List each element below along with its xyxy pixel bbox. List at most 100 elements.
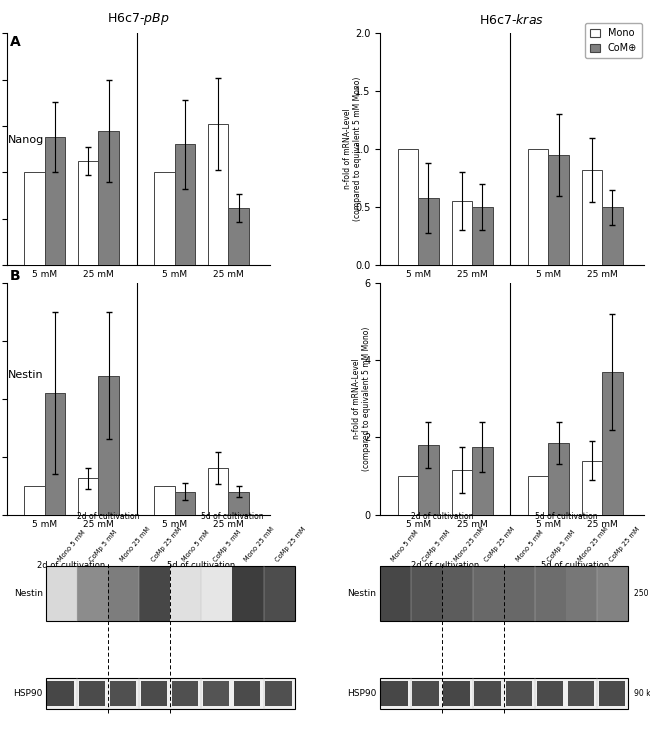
Bar — [566, 566, 597, 620]
Text: CoMp 25 mM: CoMp 25 mM — [484, 526, 516, 563]
Text: Mono 5 mM: Mono 5 mM — [181, 529, 211, 563]
Bar — [108, 678, 139, 709]
Bar — [78, 478, 98, 514]
Bar — [110, 681, 136, 706]
Bar — [473, 447, 493, 514]
Text: Mono 25 mM: Mono 25 mM — [453, 526, 485, 563]
Bar — [603, 207, 623, 265]
Legend: Mono, CoM⊕: Mono, CoM⊕ — [586, 24, 642, 58]
Bar — [110, 681, 136, 706]
Bar — [549, 443, 569, 514]
Bar — [452, 470, 473, 514]
Bar — [398, 149, 419, 265]
Bar — [46, 566, 294, 620]
Bar — [98, 375, 119, 514]
Bar — [380, 566, 629, 620]
Bar — [582, 170, 603, 265]
Bar — [141, 681, 167, 706]
Bar — [229, 492, 249, 514]
Text: 5d of cultivation: 5d of cultivation — [541, 311, 610, 320]
Bar — [263, 678, 294, 709]
Bar — [398, 476, 419, 514]
Bar — [381, 681, 408, 706]
Text: Mono 25 mM: Mono 25 mM — [577, 526, 609, 563]
Text: Mono 25 mM: Mono 25 mM — [119, 526, 151, 563]
Bar — [566, 678, 597, 709]
Bar — [234, 681, 261, 706]
Text: CoMp 5 mM: CoMp 5 mM — [422, 529, 452, 563]
Bar — [202, 566, 233, 620]
Text: Nestin: Nestin — [8, 370, 44, 381]
Text: Nanog: Nanog — [8, 135, 44, 145]
Text: 2d of cultivation: 2d of cultivation — [38, 561, 106, 570]
Bar — [442, 566, 473, 620]
Bar — [45, 137, 65, 265]
Text: CoMp 5 mM: CoMp 5 mM — [213, 529, 242, 563]
Bar — [380, 678, 411, 709]
Bar — [24, 486, 45, 514]
Text: 2d of cultivation: 2d of cultivation — [411, 561, 480, 570]
Bar — [98, 130, 119, 265]
Bar — [175, 144, 195, 265]
Bar — [265, 681, 292, 706]
Bar — [202, 678, 233, 709]
Bar — [419, 198, 439, 265]
Bar — [175, 492, 195, 514]
Bar — [47, 681, 74, 706]
Bar — [506, 681, 532, 706]
Bar — [506, 681, 532, 706]
Text: H6c7-$\it{kras}$: H6c7-$\it{kras}$ — [480, 13, 545, 27]
Text: Nestin: Nestin — [14, 589, 43, 598]
Bar — [208, 468, 229, 514]
Text: Mono 5 mM: Mono 5 mM — [57, 529, 86, 563]
Bar — [46, 678, 294, 709]
Text: 2d of cultivation: 2d of cultivation — [411, 311, 480, 320]
Bar — [535, 566, 566, 620]
Text: CoMp 25 mM: CoMp 25 mM — [608, 526, 641, 563]
Text: H6c7-$\it{pBp}$: H6c7-$\it{pBp}$ — [107, 11, 170, 27]
Bar — [46, 678, 77, 709]
Bar — [504, 566, 535, 620]
Bar — [411, 678, 442, 709]
Bar — [597, 678, 629, 709]
Bar — [265, 681, 292, 706]
Bar — [203, 681, 229, 706]
Text: 2d of cultivation: 2d of cultivation — [411, 512, 473, 520]
Bar — [233, 678, 264, 709]
Text: Mono 5 mM: Mono 5 mM — [391, 529, 420, 563]
Bar — [141, 681, 167, 706]
Bar — [79, 681, 105, 706]
Bar — [46, 678, 294, 709]
Y-axis label: n-fold of mRNA-Level
(compared to equivalent 5 mM Mono): n-fold of mRNA-Level (compared to equiva… — [343, 77, 362, 222]
Y-axis label: n-fold of mRNA-Level
(compared to equivalent 5 mM Mono): n-fold of mRNA-Level (compared to equiva… — [352, 327, 371, 471]
Text: Mono 25 mM: Mono 25 mM — [244, 526, 276, 563]
Text: A: A — [10, 35, 21, 49]
Bar — [233, 566, 264, 620]
Bar — [139, 566, 170, 620]
Bar — [46, 566, 294, 620]
Bar — [229, 208, 249, 265]
Bar — [45, 393, 65, 514]
Bar — [208, 124, 229, 265]
Bar — [603, 372, 623, 514]
Bar — [411, 566, 442, 620]
Bar — [154, 486, 175, 514]
Bar — [412, 681, 439, 706]
Bar — [442, 678, 473, 709]
Text: 90 kDa: 90 kDa — [634, 689, 650, 698]
Bar — [443, 681, 470, 706]
Bar — [599, 681, 625, 706]
Bar — [537, 681, 563, 706]
Bar — [528, 476, 549, 514]
Bar — [474, 681, 501, 706]
Text: 5d of cultivation: 5d of cultivation — [168, 561, 236, 570]
Bar — [172, 681, 198, 706]
Bar — [599, 681, 625, 706]
Bar — [47, 681, 74, 706]
Bar — [170, 566, 202, 620]
Bar — [473, 207, 493, 265]
Text: B: B — [10, 269, 20, 283]
Text: CoMp 25 mM: CoMp 25 mM — [150, 526, 183, 563]
Bar — [504, 678, 535, 709]
Bar — [46, 566, 77, 620]
